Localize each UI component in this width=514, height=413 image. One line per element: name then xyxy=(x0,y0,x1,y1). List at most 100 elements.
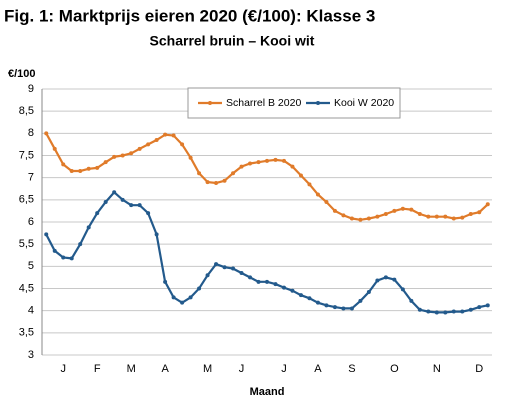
x-tick-label: N xyxy=(433,363,441,375)
series-marker xyxy=(95,211,100,216)
series-marker xyxy=(78,242,83,247)
x-tick-label: O xyxy=(390,363,399,375)
series-marker xyxy=(129,203,134,208)
y-tick-label: 6,5 xyxy=(19,194,34,206)
series-marker xyxy=(375,278,380,283)
series-marker xyxy=(417,307,422,312)
series-marker xyxy=(112,190,117,195)
series-marker xyxy=(315,300,320,305)
series-marker xyxy=(273,282,278,287)
series-marker xyxy=(434,214,439,219)
series-marker xyxy=(400,206,405,211)
series-marker xyxy=(197,171,202,176)
series-marker xyxy=(460,309,465,314)
legend-label: Kooi W 2020 xyxy=(334,97,394,109)
series-marker xyxy=(239,270,244,275)
series-marker xyxy=(248,161,253,166)
series-marker xyxy=(341,213,346,218)
series-marker xyxy=(392,208,397,213)
series-marker xyxy=(315,192,320,197)
x-tick-label: J xyxy=(239,363,245,375)
series-marker xyxy=(460,215,465,220)
series-marker xyxy=(417,212,422,217)
series-marker xyxy=(137,146,142,151)
series-marker xyxy=(426,309,431,314)
series-marker xyxy=(298,173,303,178)
x-axis-label: Maand xyxy=(250,386,285,398)
y-tick-label: 7,5 xyxy=(19,149,34,161)
series-marker xyxy=(214,180,219,185)
series-marker xyxy=(44,131,49,136)
x-tick-label: M xyxy=(127,363,136,375)
series-marker xyxy=(154,137,159,142)
series-marker xyxy=(180,300,185,305)
series-marker xyxy=(69,169,74,174)
y-tick-label: 8 xyxy=(28,127,34,139)
legend-marker xyxy=(208,101,212,105)
series-marker xyxy=(69,256,74,261)
series-marker xyxy=(298,293,303,298)
x-tick-label: F xyxy=(94,363,101,375)
x-tick-label: A xyxy=(314,363,322,375)
series-marker xyxy=(52,146,57,151)
legend-marker xyxy=(316,101,320,105)
x-tick-label: J xyxy=(60,363,66,375)
series-marker xyxy=(197,286,202,291)
series-marker xyxy=(468,212,473,217)
series-marker xyxy=(281,285,286,290)
series-marker xyxy=(443,214,448,219)
series-marker xyxy=(231,171,236,176)
series-marker xyxy=(112,154,117,159)
series-marker xyxy=(341,306,346,311)
series-marker xyxy=(426,214,431,219)
series-marker xyxy=(86,225,91,230)
series-marker xyxy=(205,180,210,185)
series-marker xyxy=(171,295,176,300)
series-marker xyxy=(205,273,210,278)
series-marker xyxy=(434,310,439,315)
series-marker xyxy=(324,303,329,308)
series-marker xyxy=(171,133,176,138)
y-tick-label: 7 xyxy=(28,172,34,184)
series-marker xyxy=(120,197,125,202)
series-marker xyxy=(383,212,388,217)
series-marker xyxy=(383,275,388,280)
series-marker xyxy=(400,287,405,292)
series-marker xyxy=(188,295,193,300)
y-tick-label: 3,5 xyxy=(19,327,34,339)
series-marker xyxy=(468,307,473,312)
series-marker xyxy=(451,216,456,221)
series-marker xyxy=(239,164,244,169)
x-tick-label: S xyxy=(348,363,355,375)
y-tick-label: 5 xyxy=(28,260,34,272)
series-marker xyxy=(307,182,312,187)
series-marker xyxy=(61,255,66,260)
series-marker xyxy=(188,155,193,160)
series-marker xyxy=(231,266,236,271)
series-marker xyxy=(256,160,261,165)
series-marker xyxy=(222,178,227,183)
chart-subtitle: Scharrel bruin – Kooi wit xyxy=(150,33,315,49)
legend-box xyxy=(187,87,401,119)
series-marker xyxy=(443,310,448,315)
y-tick-label: 8,5 xyxy=(19,105,34,117)
series-marker xyxy=(265,279,269,284)
series-marker xyxy=(451,309,456,314)
series-marker xyxy=(290,288,295,293)
series-marker xyxy=(332,208,337,213)
series-marker xyxy=(86,166,91,171)
y-tick-label: 4 xyxy=(28,305,34,317)
series-marker xyxy=(409,207,414,212)
series-marker xyxy=(256,279,261,284)
series-marker xyxy=(52,248,57,253)
legend-label: Scharrel B 2020 xyxy=(226,97,301,109)
series-marker xyxy=(214,262,219,267)
series-marker xyxy=(146,211,151,216)
series-marker xyxy=(222,265,227,270)
series-marker xyxy=(95,165,100,170)
series-marker xyxy=(103,200,108,205)
series-marker xyxy=(290,164,295,169)
series-marker xyxy=(163,132,168,137)
chart-title: Fig. 1: Marktprijs eieren 2020 (€/100): … xyxy=(4,6,375,25)
